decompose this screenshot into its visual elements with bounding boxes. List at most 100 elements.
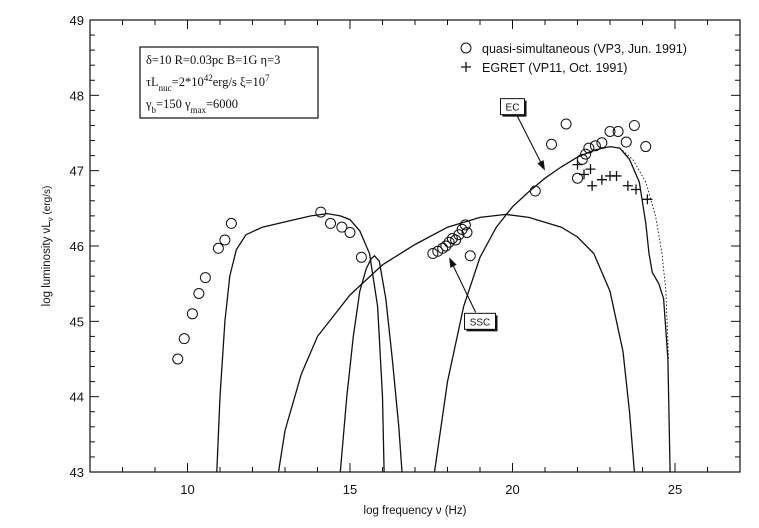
data-point-circle (427, 248, 439, 260)
parameter-line-3: γb=150 γmax=6000 (145, 97, 238, 115)
parameter-text-segment: 7 (265, 73, 270, 83)
parameter-box-frame (139, 46, 319, 119)
legend-label-egret: EGRET (VP11, Oct. 1991) (482, 61, 627, 75)
data-point-circle (440, 240, 452, 252)
data-point-circle (640, 141, 652, 153)
data-point-plus (587, 180, 598, 191)
annotation-box (464, 312, 496, 330)
data-point-circle (219, 234, 231, 246)
legend-plus-marker (461, 62, 471, 72)
data-point-plus (611, 170, 622, 181)
annotation-label: SSC (470, 317, 491, 328)
parameter-text-segment: τL (146, 75, 159, 89)
data-point-circle (596, 137, 608, 149)
data-point-circle (529, 185, 541, 197)
annotation-arrow-head (449, 257, 457, 268)
data-point-circle (336, 221, 348, 233)
annotations: EC SSC (449, 98, 545, 332)
y-tick-label: 47 (70, 164, 84, 179)
parameter-text-segment: nuc (159, 83, 172, 93)
y-axis-title-sub: ν (46, 217, 55, 221)
x-tick-label: 20 (505, 482, 519, 497)
x-tick-label: 10 (180, 482, 194, 497)
data-point-circle (464, 250, 476, 262)
y-tick-label: 46 (70, 239, 84, 254)
y-tick-label: 43 (70, 465, 84, 480)
data-point-plus (596, 174, 607, 185)
curve-synchrotron (216, 212, 385, 473)
data-point-circle (453, 229, 465, 241)
data-point-circle (572, 172, 583, 184)
y-tick-label: 48 (70, 88, 84, 103)
data-point-circle (583, 142, 595, 154)
data-point-circle (437, 242, 449, 254)
data-points (172, 118, 653, 365)
parameter-text-segment: =150 γ (156, 97, 191, 111)
legend-circle-marker (460, 42, 472, 54)
legend: quasi-simultaneous (VP3, Jun. 1991) EGRE… (460, 42, 687, 75)
data-point-circle (172, 353, 184, 365)
curve-ec (433, 145, 671, 473)
data-point-plus (642, 194, 653, 205)
parameter-text-segment: δ=10 R=0.03pc B=1G η=3 (146, 53, 280, 67)
tick-labels: 10 15 20 25 43 44 45 46 47 48 49 (70, 13, 683, 497)
data-point-circle (589, 140, 601, 152)
data-point-plus (585, 164, 596, 175)
parameter-text-segment: =6000 (206, 97, 238, 111)
parameter-text-segment: b (152, 105, 157, 115)
x-tick-label: 15 (343, 482, 357, 497)
data-point-plus (572, 159, 583, 170)
data-point-circle (612, 125, 624, 137)
parameter-line-2: τLnuc=2*1042erg/s ξ=107 (146, 73, 270, 93)
y-axis-title: log luminosity νLν (erg/s) (41, 186, 55, 307)
curve-disk (339, 254, 403, 473)
annotation-label: EC (506, 103, 520, 114)
axis-ticks (89, 19, 741, 473)
annotation-arrow-line (452, 264, 477, 313)
data-point-circle (580, 148, 592, 160)
curve-ssc (277, 213, 636, 473)
data-point-circle (199, 272, 211, 284)
data-point-plus (622, 180, 633, 191)
parameter-text-segment: 42 (204, 73, 213, 83)
data-point-circle (325, 217, 336, 229)
x-axis-title: log frequency ν (Hz) (364, 505, 467, 517)
data-point-circle (459, 219, 471, 231)
legend-label-quasi-simultaneous: quasi-simultaneous (VP3, Jun. 1991) (482, 42, 687, 56)
data-point-circle (628, 119, 640, 131)
y-tick-label: 49 (70, 13, 84, 28)
data-point-circle (560, 118, 572, 130)
data-point-circle (461, 226, 473, 238)
parameter-text-segment: max (190, 105, 206, 115)
data-point-circle (546, 138, 557, 150)
data-point-circle (620, 136, 632, 148)
annotation-arrow-head (537, 160, 545, 171)
data-point-circle (344, 226, 356, 238)
parameter-text-segment: γ (145, 97, 152, 111)
data-point-circle (212, 242, 224, 254)
y-tick-label: 45 (70, 314, 84, 329)
data-point-circle (193, 287, 205, 299)
parameter-line-1: δ=10 R=0.03pc B=1G η=3 (146, 53, 280, 67)
data-point-plus (631, 184, 641, 195)
model-curves (216, 145, 671, 473)
y-axis-title-main: log luminosity νL (41, 221, 53, 307)
y-tick-label: 44 (70, 390, 84, 405)
parameter-box: δ=10 R=0.03pc B=1G η=3 τLnuc=2*1042erg/s… (139, 46, 319, 119)
data-point-circle (315, 206, 327, 218)
y-axis-title-unit: (erg/s) (42, 186, 53, 218)
data-point-circle (604, 125, 616, 137)
data-point-circle (178, 333, 190, 345)
x-tick-label: 25 (668, 482, 682, 497)
data-point-circle (225, 217, 237, 229)
parameter-text-segment: erg/s ξ=10 (213, 75, 265, 89)
data-point-circle (450, 234, 462, 246)
curve-ec-dotted (619, 147, 669, 360)
data-point-circle (355, 251, 367, 263)
data-point-plus (579, 169, 589, 180)
parameter-text-segment: =2*10 (172, 75, 204, 89)
annotation-arrow-line (516, 115, 542, 164)
annotation-box (500, 98, 525, 116)
data-point-circle (186, 308, 198, 320)
